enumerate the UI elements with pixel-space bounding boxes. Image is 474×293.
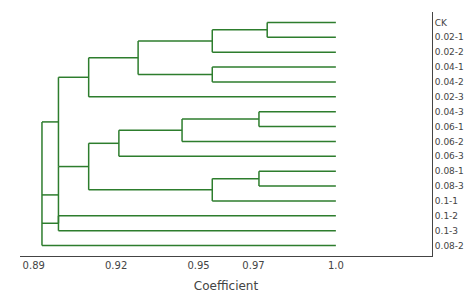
svg-text:0.02-1: 0.02-1 [435,32,464,42]
svg-text:1.0: 1.0 [328,260,344,271]
svg-text:0.08-1: 0.08-1 [435,166,464,176]
svg-text:0.06-3: 0.06-3 [435,151,464,161]
svg-text:0.06-1: 0.06-1 [435,122,464,132]
svg-text:0.04-2: 0.04-2 [435,77,464,87]
svg-text:Coefficient: Coefficient [194,279,259,293]
svg-text:0.1-2: 0.1-2 [435,211,458,221]
svg-text:0.92: 0.92 [105,260,127,271]
svg-text:0.95: 0.95 [187,260,209,271]
svg-text:0.97: 0.97 [242,260,264,271]
svg-text:0.89: 0.89 [23,260,45,271]
svg-text:0.08-2: 0.08-2 [435,241,464,251]
svg-text:0.1-3: 0.1-3 [435,226,458,236]
svg-text:0.08-3: 0.08-3 [435,181,464,191]
svg-text:0.02-3: 0.02-3 [435,92,464,102]
svg-text:0.06-2: 0.06-2 [435,137,464,147]
svg-text:0.04-3: 0.04-3 [435,107,464,117]
svg-text:0.1-1: 0.1-1 [435,196,458,206]
svg-text:CK: CK [435,18,448,28]
svg-text:0.02-2: 0.02-2 [435,47,464,57]
svg-text:0.04-1: 0.04-1 [435,62,464,72]
